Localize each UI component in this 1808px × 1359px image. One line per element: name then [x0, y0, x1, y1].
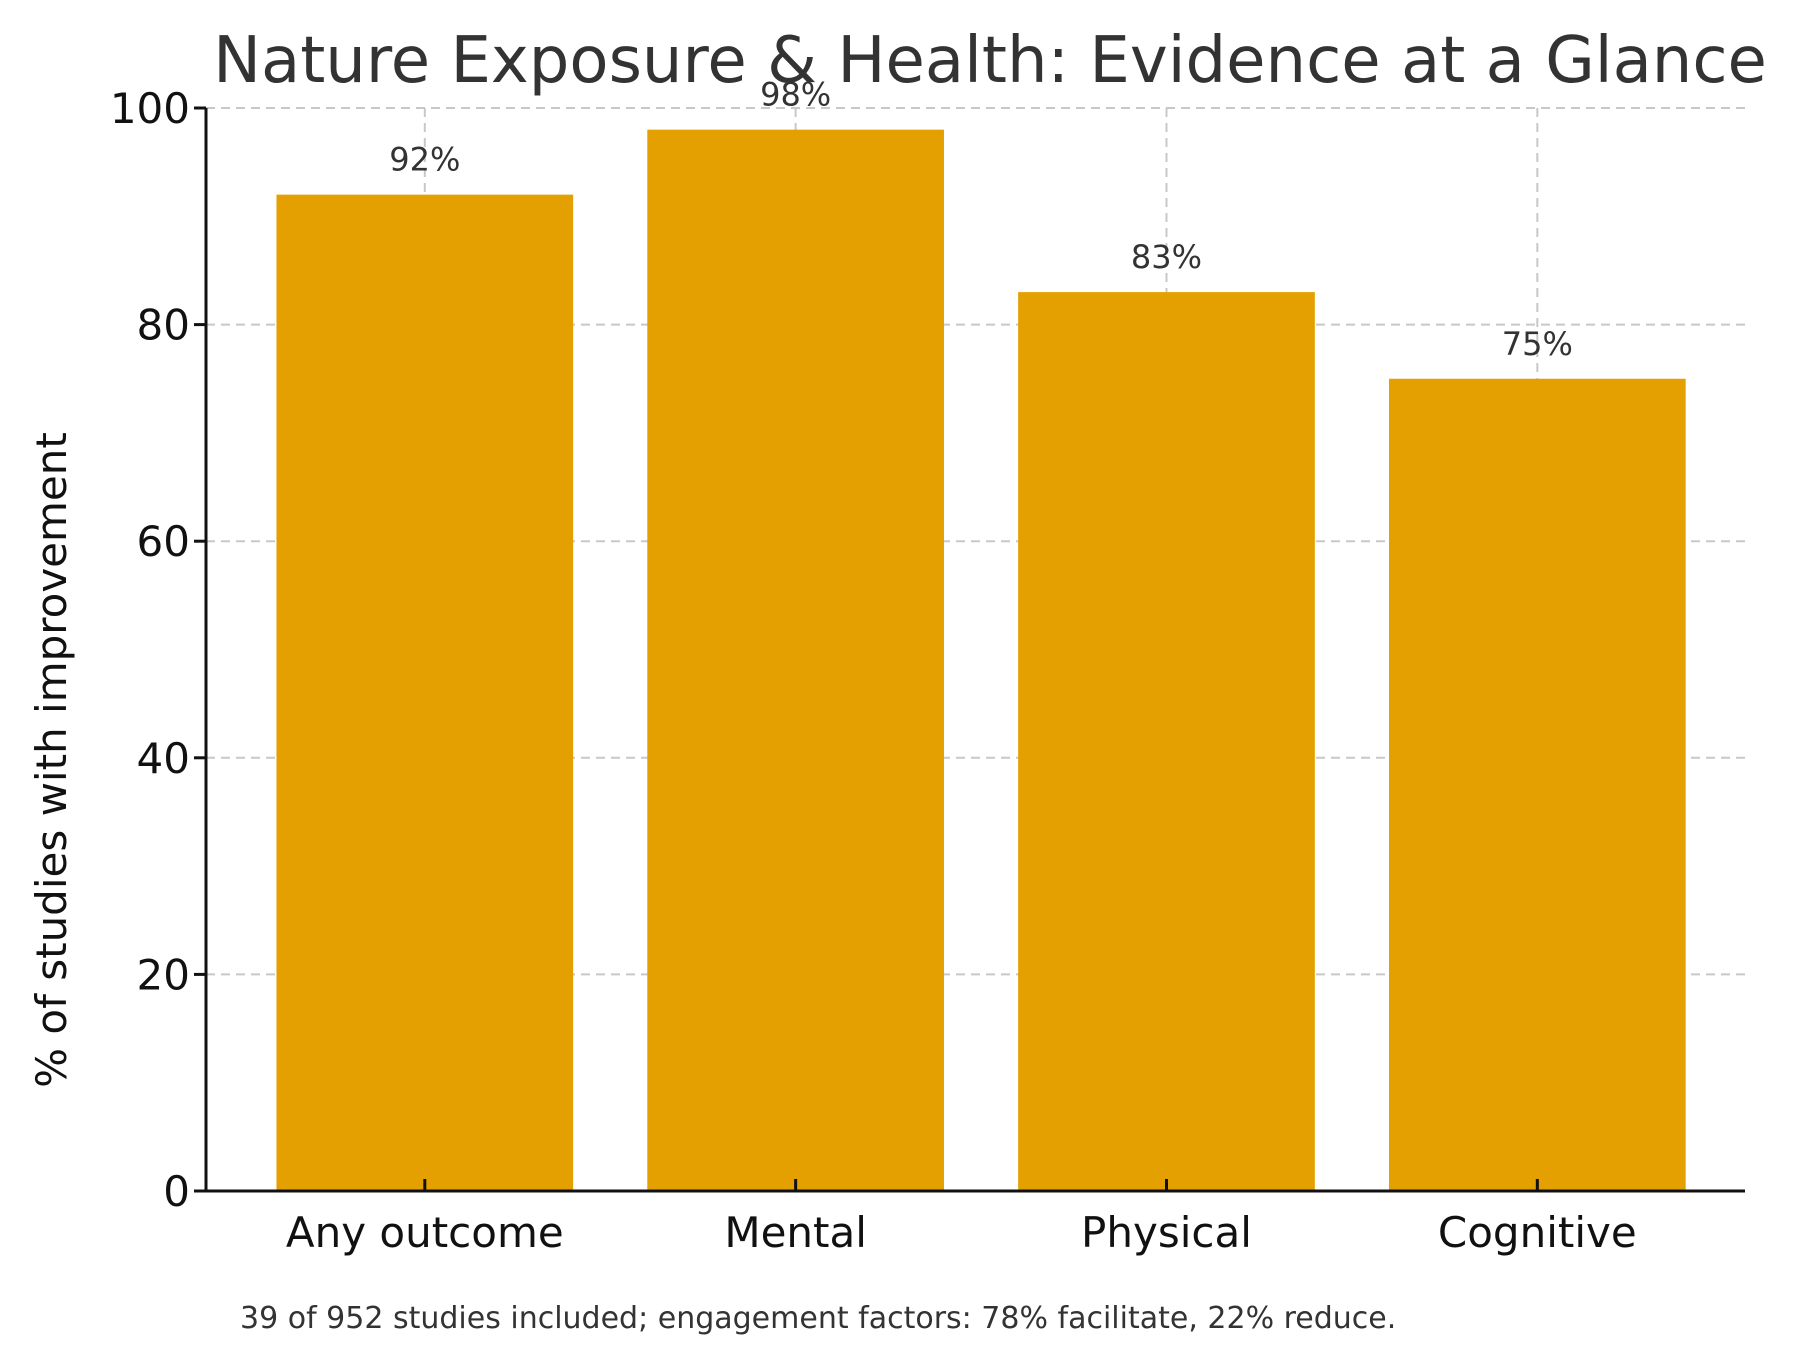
chart-title: Nature Exposure & Health: Evidence at a …: [213, 24, 1767, 98]
data-label: 75%: [1502, 325, 1573, 363]
data-labels: 92% 98% 83% 75%: [389, 76, 1573, 363]
bar-any-outcome: [276, 194, 574, 1191]
y-tick-label: 80: [137, 301, 190, 350]
y-tick-label: 20: [137, 950, 190, 999]
y-axis-label: % of studies with improvement: [27, 432, 76, 1088]
x-tick-label: Cognitive: [1438, 1208, 1637, 1257]
data-label: 83%: [1131, 238, 1202, 276]
y-tick-label: 100: [110, 84, 190, 133]
y-tick-label: 0: [163, 1167, 190, 1216]
x-tick-label: Mental: [724, 1208, 867, 1257]
bar-physical: [1018, 292, 1315, 1191]
data-label: 98%: [760, 76, 831, 114]
x-tick-label: Physical: [1081, 1208, 1252, 1257]
bars: [276, 129, 1686, 1191]
x-tick-label: Any outcome: [286, 1208, 564, 1257]
bar-cognitive: [1388, 378, 1686, 1191]
y-tick-label: 60: [137, 517, 190, 566]
y-tick-label: 40: [137, 734, 190, 783]
axes: 0 20 40 60 80 100 Any outcome Mental Physical Cog…: [110, 84, 1745, 1257]
bar-mental: [647, 129, 944, 1191]
footnote: 39 of 952 studies included; engagement f…: [240, 1301, 1396, 1336]
data-label: 92%: [389, 141, 460, 179]
